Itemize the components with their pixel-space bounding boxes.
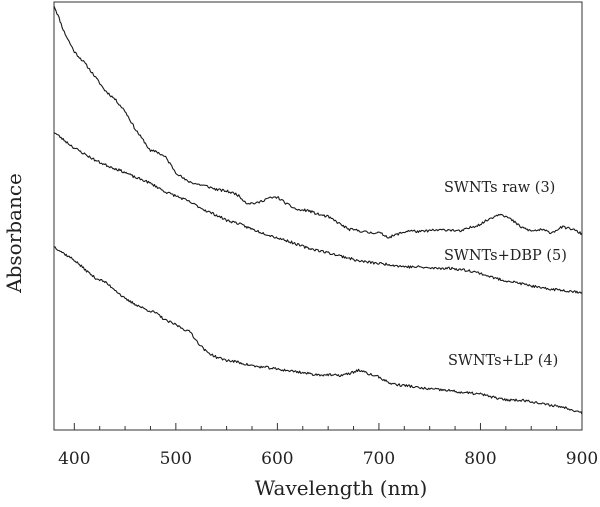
- x-tick-label-900: 900: [566, 449, 598, 469]
- y-axis-label: Absorbance: [2, 173, 26, 294]
- series-label-1: SWNTs raw (3): [444, 180, 555, 196]
- x-tick-label-600: 600: [261, 449, 293, 469]
- x-axis-ticks: [73, 423, 583, 430]
- x-tick-label-800: 800: [464, 449, 496, 469]
- series-line-2: [53, 132, 583, 294]
- x-axis-label: Wavelength (nm): [255, 476, 428, 500]
- series-line-1: [53, 5, 583, 239]
- x-tick-label-400: 400: [58, 449, 90, 469]
- series-line-3: [53, 246, 583, 415]
- plot-frame: [53, 1, 583, 431]
- x-tick-label-500: 500: [160, 449, 192, 469]
- series-label-2: SWNTs+DBP (5): [444, 248, 567, 264]
- series-lines: [53, 5, 583, 415]
- x-axis-tick-labels: 400 500 600 700 800 900: [58, 449, 598, 469]
- series-labels: SWNTs raw (3) SWNTs+DBP (5) SWNTs+LP (4): [444, 180, 567, 369]
- series-label-3: SWNTs+LP (4): [448, 353, 558, 369]
- x-tick-label-700: 700: [363, 449, 395, 469]
